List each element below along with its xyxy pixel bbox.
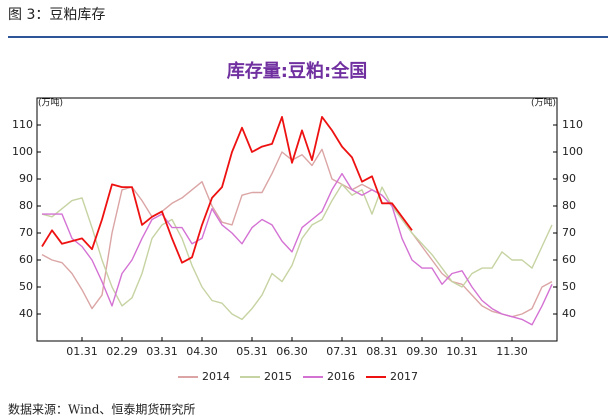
legend-label: 2016 [327,370,355,383]
chart-title: 库存量:豆粕:全国 [227,60,367,82]
y-tick-label: 70 [19,226,33,239]
x-tick-label: 09.30 [406,345,438,358]
x-tick-label: 07.31 [326,345,358,358]
y2-tick-label: 40 [562,307,576,320]
x-tick-label: 10.31 [446,345,478,358]
y-tick-label: 90 [19,172,33,185]
legend-label: 2015 [264,370,292,383]
x-tick-label: 05.31 [236,345,268,358]
y-tick-label: 110 [12,118,33,131]
header: 图 3：豆粕库存 [8,7,105,23]
source: 数据来源：Wind、恒泰期货研究所 [8,402,195,417]
y-unit: (万吨) [38,97,63,109]
y2-tick-label: 50 [562,280,576,293]
y2-unit: (万吨) [531,97,556,109]
legend-label: 2014 [202,370,230,383]
x-tick-label: 06.30 [276,345,308,358]
y2-tick-label: 60 [562,253,576,266]
x-tick-label: 04.30 [186,345,218,358]
x-tick-label: 03.31 [146,345,178,358]
y-tick-label: 100 [12,145,33,158]
plot-frame [36,97,558,342]
y-tick-label: 80 [19,199,33,212]
x-tick-label: 11.30 [496,345,528,358]
series-line [41,116,413,264]
y2-tick-label: 110 [562,118,583,131]
y-tick-label: 40 [19,307,33,320]
x-tick-label: 08.31 [366,345,398,358]
y2-tick-label: 80 [562,199,576,212]
y-tick-label: 50 [19,280,33,293]
y2-tick-label: 90 [562,172,576,185]
y2-tick-label: 70 [562,226,576,239]
y2-tick-label: 100 [562,145,583,158]
x-tick-label: 02.29 [106,345,138,358]
series-line [42,172,553,326]
x-tick-label: 01.31 [66,345,98,358]
y-tick-label: 60 [19,253,33,266]
series-line [41,148,553,318]
series-line [41,183,553,321]
legend-label: 2017 [390,370,418,383]
